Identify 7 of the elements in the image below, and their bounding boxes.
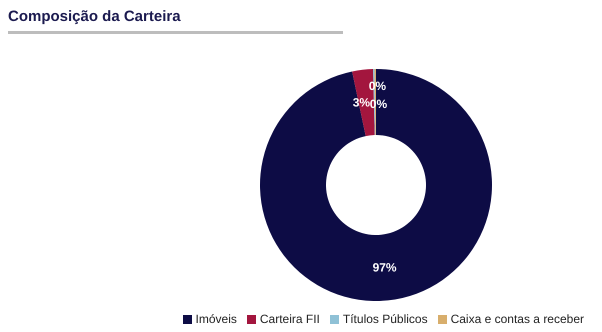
legend-label: Títulos Públicos: [342, 312, 428, 326]
legend-label: Imóveis: [196, 312, 237, 326]
legend-label: Caixa e contas a receber: [450, 312, 584, 326]
legend-label: Carteira FII: [260, 312, 320, 326]
data-label: 97%: [372, 260, 397, 275]
donut-slice: [260, 69, 492, 301]
chart-title: Composição da Carteira: [8, 8, 343, 34]
